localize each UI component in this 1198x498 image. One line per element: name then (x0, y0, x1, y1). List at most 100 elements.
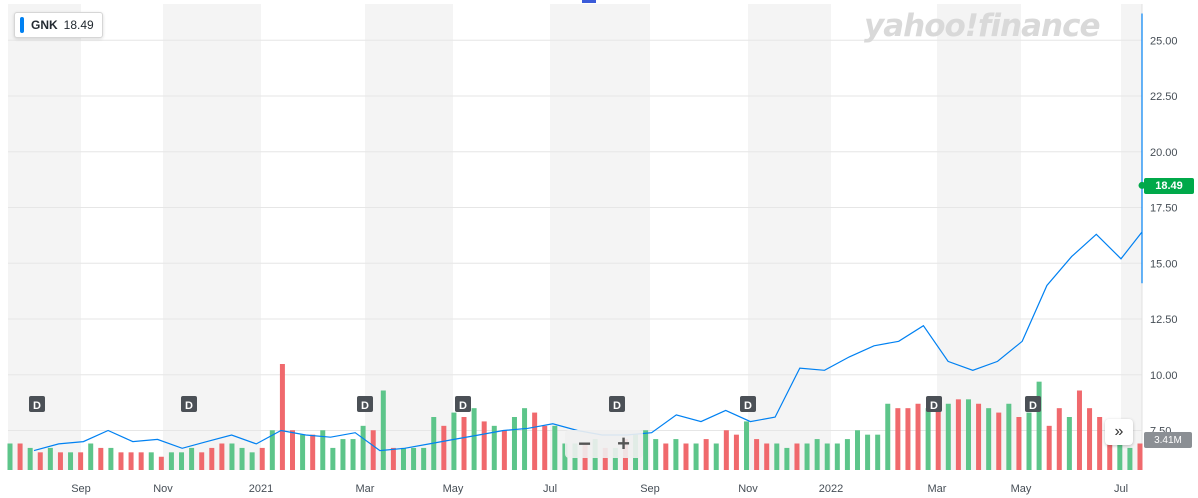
volume-bar (481, 421, 487, 470)
x-tick-label: Sep (640, 483, 660, 495)
volume-bar (7, 443, 13, 470)
dividend-marker (357, 396, 373, 412)
volume-bar (1107, 434, 1113, 470)
volume-bar (411, 447, 417, 470)
y-tick-label: 15.00 (1150, 258, 1178, 270)
series-color-swatch (20, 17, 24, 33)
volume-bar (612, 447, 618, 470)
volume-bar (996, 412, 1002, 470)
volume-bar (834, 443, 840, 470)
x-tick-label: 2022 (819, 483, 843, 495)
volume-bar (794, 443, 800, 470)
volume-bar (915, 403, 921, 470)
dividend-marker (926, 396, 942, 412)
volume-bar (259, 447, 265, 470)
volume-bar (895, 408, 901, 470)
y-tick-label: 22.50 (1150, 91, 1178, 103)
volume-bar (1056, 408, 1062, 470)
volume-bar (955, 399, 961, 470)
x-tick-label: Sep (71, 483, 91, 495)
volume-bar (219, 443, 225, 470)
zoom-out-button[interactable]: − (578, 431, 591, 456)
volume-bar (290, 430, 295, 470)
volume-bar (57, 452, 63, 470)
volume-bar (511, 417, 517, 470)
volume-bar (441, 425, 447, 470)
zoom-in-button[interactable]: + (617, 431, 630, 456)
dividend-marker-label: D (459, 400, 467, 412)
volume-bar (47, 447, 53, 470)
volume-bar (1097, 417, 1103, 470)
brand-logo: yahoo!finance (864, 8, 1100, 44)
volume-bar (421, 447, 427, 470)
background-band (1121, 4, 1142, 470)
zoom-controls: − + (565, 430, 643, 458)
volume-bar (340, 439, 346, 470)
last-price-dot (1138, 181, 1146, 189)
volume-bar (350, 439, 356, 470)
volume-bar (138, 452, 144, 470)
volume-bar (703, 439, 709, 470)
volume-bar (986, 408, 992, 470)
volume-bar (653, 439, 659, 470)
y-tick-label: 10.00 (1150, 370, 1178, 382)
volume-bar (461, 417, 467, 470)
dividend-marker (609, 396, 625, 412)
volume-bar (945, 403, 951, 470)
volume-bar (542, 425, 548, 470)
volume-bar (683, 443, 689, 470)
x-tick-label: 2021 (249, 483, 273, 495)
volume-bar (148, 452, 154, 470)
volume-bar (693, 443, 699, 470)
volume-bar (844, 439, 850, 470)
volume-bar (400, 447, 406, 470)
volume-bar (804, 443, 810, 470)
volume-bar (935, 399, 941, 470)
volume-bar (522, 408, 528, 470)
volume-bar (1117, 439, 1123, 470)
volume-bar (279, 364, 285, 470)
volume-bar (1036, 381, 1042, 470)
x-tick-label: Mar (928, 483, 947, 495)
volume-bar (98, 447, 104, 470)
volume-bar (1076, 390, 1082, 470)
volume-bar (1066, 417, 1072, 470)
background-band (8, 4, 81, 470)
volume-bar (330, 447, 336, 470)
volume-bar (764, 443, 770, 470)
volume-bar (199, 452, 205, 470)
volume-bar (814, 439, 820, 470)
volume-bar (78, 452, 84, 470)
x-tick-label: Jul (543, 483, 557, 495)
volume-bar (1026, 412, 1032, 470)
volume-bar (643, 430, 649, 470)
volume-bar (723, 430, 729, 470)
volume-bar (320, 430, 326, 470)
volume-bar (865, 434, 871, 470)
expand-chevron-button[interactable]: » (1105, 419, 1133, 445)
volume-bar (1006, 403, 1012, 470)
y-tick-label: 25.00 (1150, 35, 1178, 47)
volume-bar (451, 412, 457, 470)
dividend-marker-label: D (744, 400, 752, 412)
volume-bar (824, 443, 830, 470)
ticker-legend: GNK 18.49 (14, 12, 103, 38)
price-line (33, 13, 1143, 452)
volume-bar (269, 430, 275, 470)
range-marker[interactable] (582, 0, 596, 3)
volume-bar (37, 452, 43, 470)
volume-bar (179, 452, 185, 470)
volume-bar (471, 408, 477, 470)
x-tick-label: May (443, 483, 464, 495)
volume-bar (602, 447, 608, 470)
volume-bar (168, 452, 174, 470)
volume-bar (209, 447, 215, 470)
volume-tag: 3.41M (1144, 432, 1192, 448)
volume-bar (300, 434, 306, 470)
volume-bar (390, 447, 396, 470)
ticker-price: 18.49 (63, 18, 94, 32)
volume-bar (784, 447, 790, 470)
volume-bar (1016, 417, 1022, 470)
